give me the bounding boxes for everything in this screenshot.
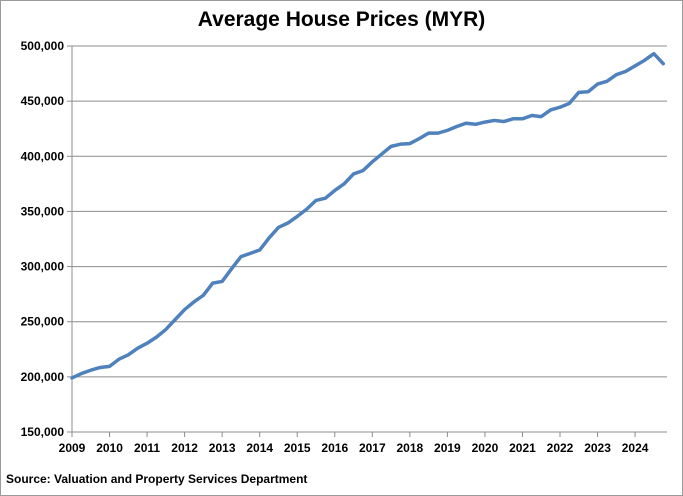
x-tick-label-2017: 2017 (359, 441, 386, 455)
y-tick-label-200000: 200,000 (21, 370, 65, 384)
x-tick-label-2012: 2012 (171, 441, 198, 455)
plot-series (70, 51, 665, 380)
y-tick-label-450000: 450,000 (21, 94, 65, 108)
x-tick-label-2009: 2009 (59, 441, 86, 455)
x-tick-label-2014: 2014 (246, 441, 273, 455)
y-tick-label-300000: 300,000 (21, 260, 65, 274)
x-tick-label-2024: 2024 (622, 441, 649, 455)
series-line-0 (70, 51, 665, 380)
x-tick-label-2011: 2011 (134, 441, 160, 455)
x-tick-label-2023: 2023 (584, 441, 611, 455)
y-tick-label-400000: 400,000 (21, 149, 65, 163)
x-tick-label-2021: 2021 (509, 441, 536, 455)
y-tick-label-150000: 150,000 (21, 425, 65, 439)
x-tick-label-2016: 2016 (321, 441, 348, 455)
chart-title: Average House Prices (MYR) (197, 8, 486, 31)
y-tick-labels: 150,000 200,000 250,000 300,000 350,000 400,0… (21, 39, 65, 439)
y-tick-label-500000: 500,000 (21, 39, 65, 53)
y-tick-label-350000: 350,000 (21, 204, 65, 218)
x-tick-label-2020: 2020 (472, 441, 499, 455)
x-tick-label-2022: 2022 (547, 441, 574, 455)
x-tick-label-2013: 2013 (209, 441, 236, 455)
x-tick-label-2019: 2019 (434, 441, 461, 455)
source-note: Source: Valuation and Property Services … (6, 472, 308, 486)
y-tick-label-250000: 250,000 (21, 315, 65, 329)
x-tick-label-2018: 2018 (397, 441, 424, 455)
gridlines (67, 45, 667, 433)
x-tick-label-2015: 2015 (284, 441, 311, 455)
axes (71, 46, 667, 437)
x-tick-label-2010: 2010 (96, 441, 123, 455)
x-tick-labels: 2009 2010 2011 2012 2013 2014 2015 2016 2017 2018… (59, 441, 649, 455)
